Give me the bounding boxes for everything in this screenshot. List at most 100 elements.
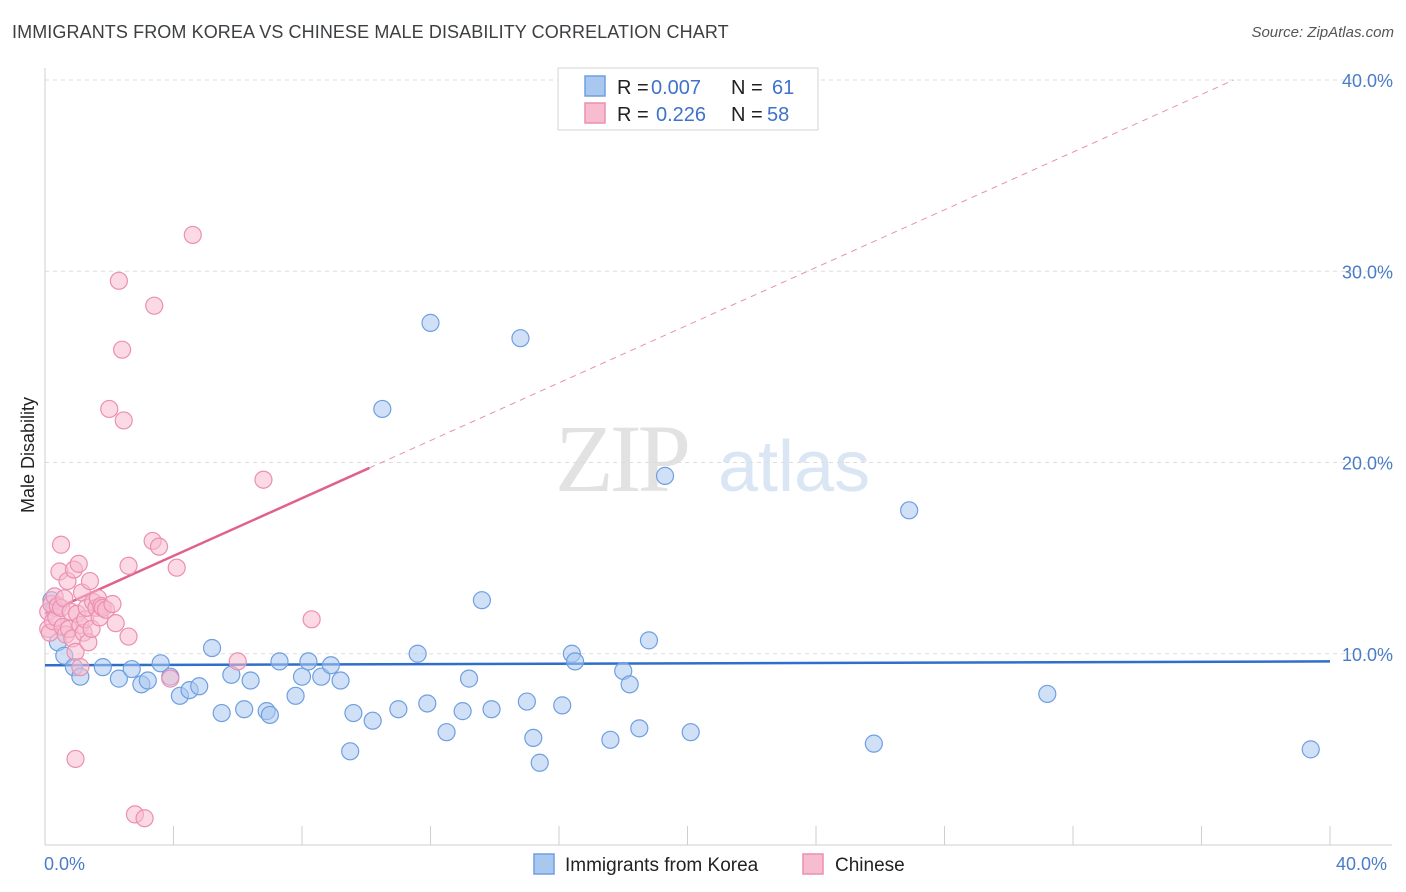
korea-point-15	[190, 677, 209, 696]
korea-point-10	[138, 671, 157, 690]
korea-point-23	[270, 652, 289, 671]
legend-n-value-korea: 61	[772, 77, 794, 99]
correlation-legend: R = 0.007 N = 61 R = 0.226 N = 58	[557, 67, 819, 131]
series-legend-swatch-chinese	[802, 853, 824, 875]
chinese-point-49	[149, 537, 169, 556]
legend-swatch-chinese	[584, 102, 606, 124]
axes	[44, 68, 1392, 846]
chinese-point-40	[106, 614, 125, 633]
korea-point-31	[344, 703, 363, 723]
korea-point-40	[459, 669, 479, 688]
chinese-point-44	[119, 556, 138, 575]
trend-lines	[44, 79, 1331, 667]
korea-point-29	[331, 671, 350, 690]
korea-point-25	[292, 667, 312, 686]
series-legend: Immigrants from Korea Chinese	[533, 853, 905, 876]
series-legend-label-korea: Immigrants from Korea	[565, 855, 759, 876]
legend-swatch-korea	[584, 75, 606, 97]
chinese-points	[39, 225, 321, 828]
korea-point-34	[389, 700, 408, 719]
y-axis-title: Male Disability	[18, 397, 38, 513]
watermark-atlas: atlas	[718, 427, 870, 507]
legend-n-label-korea: N =	[731, 77, 763, 99]
source-label: Source: ZipAtlas.com	[1251, 24, 1394, 41]
gridlines	[45, 79, 1392, 655]
chinese-point-57	[119, 627, 138, 646]
chinese-point-54	[254, 470, 273, 489]
korea-point-57	[864, 734, 883, 753]
series-legend-swatch-korea	[533, 853, 555, 875]
korea-point-37	[421, 313, 440, 332]
korea-point-7	[109, 669, 128, 688]
korea-point-56	[681, 723, 700, 742]
korea-point-17	[212, 703, 231, 723]
korea-point-43	[511, 329, 530, 348]
chinese-point-21	[69, 554, 88, 573]
korea-point-6	[93, 658, 112, 677]
korea-point-50	[601, 730, 620, 749]
korea-point-26	[299, 652, 318, 671]
korea-point-38	[437, 723, 456, 742]
korea-point-54	[639, 631, 659, 650]
korea-point-35	[408, 644, 427, 663]
korea-point-60	[1301, 740, 1320, 759]
korea-point-19	[235, 700, 254, 719]
korea-point-22	[260, 705, 279, 725]
korea-point-58	[900, 501, 919, 520]
korea-point-16	[202, 638, 222, 658]
chinese-point-29	[80, 571, 100, 591]
korea-point-30	[341, 742, 360, 761]
chinese-point-52	[183, 225, 202, 245]
chinese-point-51	[167, 558, 186, 577]
korea-point-53	[630, 719, 649, 738]
chinese-point-48	[145, 296, 164, 315]
korea-trend-line	[44, 660, 1331, 667]
chinese-point-41	[109, 271, 128, 290]
korea-point-49	[565, 652, 585, 671]
korea-point-28	[321, 656, 341, 675]
korea-point-52	[620, 675, 639, 694]
chinese-point-43	[114, 411, 133, 430]
x-tick-label-min: 0.0%	[44, 854, 85, 874]
chinese-trend-extension	[369, 79, 1234, 469]
y-tick-label-2: 30.0%	[1342, 262, 1393, 282]
x-tick-label-max: 40.0%	[1336, 854, 1387, 874]
chart-title: IMMIGRANTS FROM KOREA VS CHINESE MALE DI…	[12, 22, 729, 42]
legend-r-label-chinese: R =	[617, 104, 649, 126]
chinese-point-38	[100, 399, 119, 419]
legend-n-value-chinese: 58	[767, 104, 789, 126]
y-tick-label-3: 40.0%	[1342, 71, 1393, 91]
series-legend-label-chinese: Chinese	[835, 855, 905, 876]
chinese-point-23	[71, 658, 90, 677]
korea-point-44	[517, 692, 536, 711]
korea-point-46	[530, 753, 549, 772]
legend-r-label-korea: R =	[617, 77, 649, 99]
korea-point-33	[373, 399, 392, 419]
y-tick-label-0: 10.0%	[1342, 645, 1393, 665]
chinese-point-55	[302, 610, 321, 629]
legend-r-value-korea: 0.007	[651, 77, 701, 99]
korea-point-8	[122, 659, 141, 679]
korea-point-39	[453, 702, 472, 721]
chinese-point-50	[161, 669, 180, 688]
chinese-point-42	[112, 340, 132, 359]
y-tick-labels: 10.0% 20.0% 30.0% 40.0%	[1342, 71, 1393, 665]
korea-point-59	[1038, 684, 1057, 704]
korea-point-24	[286, 686, 305, 705]
y-tick-label-1: 20.0%	[1342, 454, 1393, 474]
legend-r-value-chinese: 0.226	[656, 104, 706, 126]
korea-point-36	[418, 694, 437, 713]
chinese-point-39	[103, 594, 122, 614]
korea-point-45	[524, 728, 543, 748]
korea-point-20	[241, 671, 260, 690]
korea-point-11	[151, 654, 170, 673]
chinese-point-9	[51, 535, 71, 554]
legend-n-label-chinese: N =	[731, 104, 763, 126]
korea-point-32	[363, 711, 382, 730]
chinese-point-46	[135, 809, 154, 828]
korea-point-55	[655, 466, 675, 485]
korea-point-42	[482, 700, 501, 719]
watermark-zip: ZIP	[555, 405, 688, 512]
chinese-point-53	[228, 652, 247, 671]
